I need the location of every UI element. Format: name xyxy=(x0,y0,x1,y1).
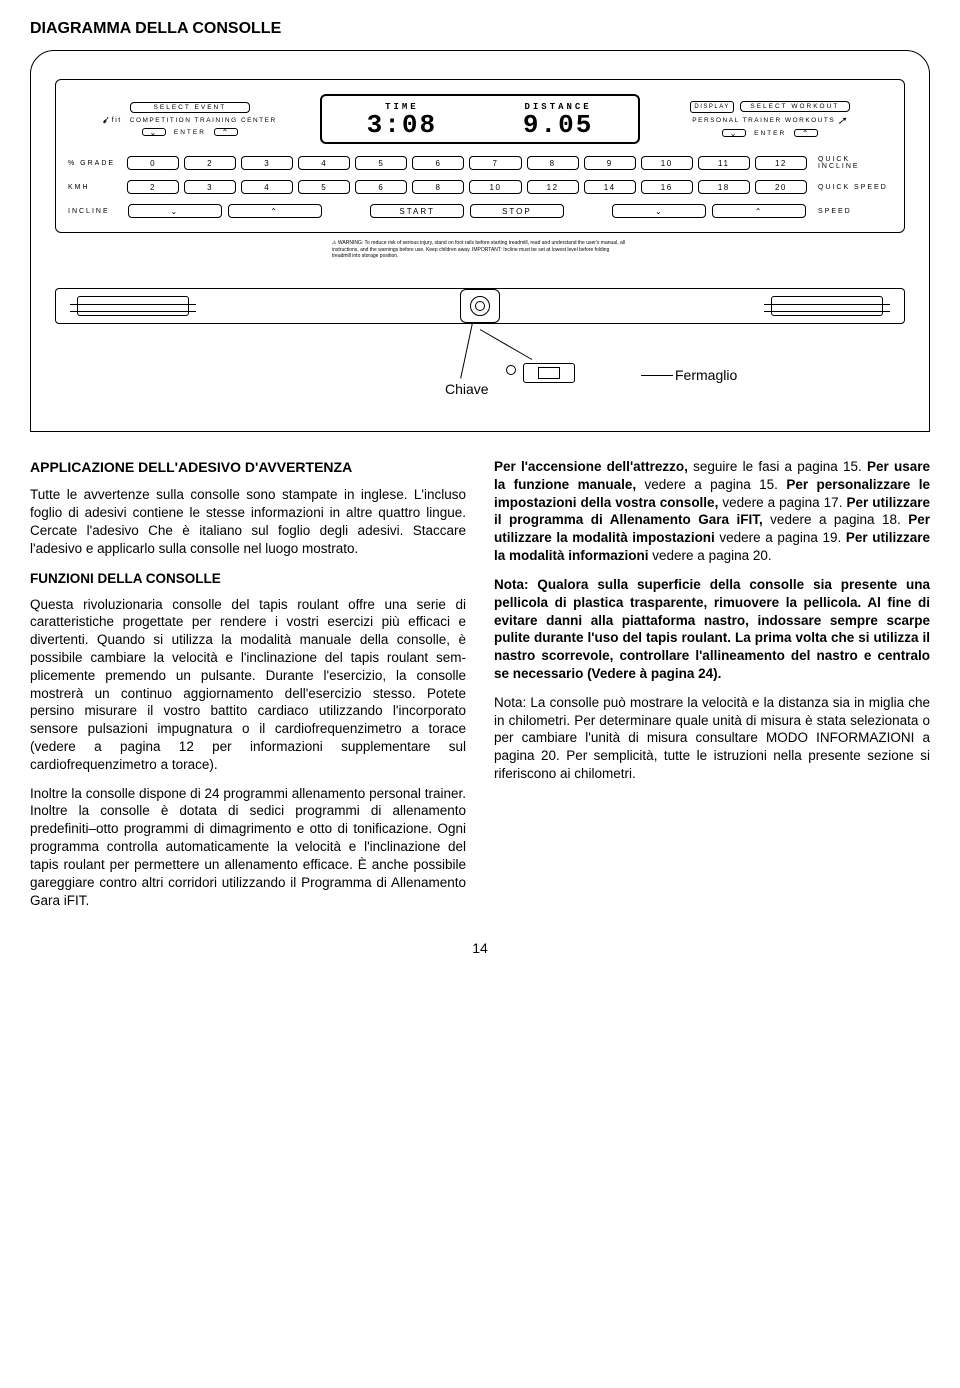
kmh-label: KMH xyxy=(68,184,122,191)
para-usage-refs: Per l'accensione dell'attrezzo, seguire … xyxy=(494,458,930,565)
warning-text: ⚠ WARNING: To reduce risk of serious inj… xyxy=(332,240,625,259)
speed-button[interactable]: 5 xyxy=(298,180,350,194)
para-functions-1: Questa rivoluzionaria consolle del tapis… xyxy=(30,596,466,774)
speed-button[interactable]: 20 xyxy=(755,180,807,194)
grade-button[interactable]: 9 xyxy=(584,156,636,170)
grade-button[interactable]: 5 xyxy=(355,156,407,170)
grade-button[interactable]: 3 xyxy=(241,156,293,170)
console-top-row: SELECT EVENT 𝒾 fit COMPETITION TRAINING … xyxy=(68,94,892,144)
left-enter-label: ENTER xyxy=(174,129,206,136)
speed-down-button[interactable]: ⌄ xyxy=(612,204,706,218)
incline-up-button[interactable]: ⌃ xyxy=(228,204,322,218)
grade-button[interactable]: 11 xyxy=(698,156,750,170)
para-note-units: Nota: La consolle può mostrare la veloci… xyxy=(494,694,930,783)
text-run: seguire le fasi a pagina 15. xyxy=(688,459,867,474)
ifit-logo: 𝒾 fit COMPETITION TRAINING CENTER xyxy=(103,115,277,126)
grade-row: % GRADE 0 2 3 4 5 6 7 8 9 10 11 12 QUICK… xyxy=(68,156,892,170)
grip-left xyxy=(77,296,189,316)
speed-button[interactable]: 4 xyxy=(241,180,293,194)
right-column: Per l'accensione dell'attrezzo, seguire … xyxy=(494,458,930,920)
console-diagram: SELECT EVENT 𝒾 fit COMPETITION TRAINING … xyxy=(30,50,930,432)
speed-button[interactable]: 12 xyxy=(527,180,579,194)
grade-button[interactable]: 7 xyxy=(469,156,521,170)
speed-button[interactable]: 8 xyxy=(412,180,464,194)
text-run: vedere a pagina 17. xyxy=(718,495,846,510)
speed-button[interactable]: 16 xyxy=(641,180,693,194)
grade-button[interactable]: 6 xyxy=(412,156,464,170)
left-enter-row: ⌄ ENTER ⌃ xyxy=(142,128,238,136)
console-panel: SELECT EVENT 𝒾 fit COMPETITION TRAINING … xyxy=(55,79,905,233)
clip-leader-line xyxy=(480,329,532,360)
speed-button[interactable]: 18 xyxy=(698,180,750,194)
ifit-brand: fit xyxy=(112,117,122,124)
text-run: vedere a pagina 18. xyxy=(763,512,909,527)
display-button[interactable]: DISPLAY xyxy=(690,101,733,113)
para-note-film: Nota: Qualora sulla superficie della con… xyxy=(494,576,930,683)
quick-incline-label: QUICK INCLINE xyxy=(812,156,892,170)
quick-speed-label: QUICK SPEED xyxy=(812,184,892,191)
incline-down-button[interactable]: ⌄ xyxy=(128,204,222,218)
clip-ring-icon xyxy=(506,365,516,375)
left-down-button[interactable]: ⌄ xyxy=(142,128,166,136)
distance-value: 9.05 xyxy=(523,112,593,138)
speed-button[interactable]: 2 xyxy=(127,180,179,194)
right-enter-row: ⌄ ENTER ⌃ xyxy=(722,129,818,137)
grade-button[interactable]: 10 xyxy=(641,156,693,170)
grade-button[interactable]: 0 xyxy=(127,156,179,170)
heading-adhesive: APPLICAZIONE DELL'ADESIVO D'AVVERTENZA xyxy=(30,458,466,476)
key-leader-line xyxy=(460,324,473,379)
speed-button[interactable]: 6 xyxy=(355,180,407,194)
stop-button[interactable]: STOP xyxy=(470,204,564,218)
text-run: vedere a pagina 20. xyxy=(649,548,772,563)
control-row: INCLINE ⌄ ⌃ START STOP ⌄ ⌃ SPEED xyxy=(68,204,892,218)
left-controls: SELECT EVENT 𝒾 fit COMPETITION TRAINING … xyxy=(68,102,312,136)
text-run: vedere a pagina 15. xyxy=(636,477,786,492)
body-text: APPLICAZIONE DELL'ADESIVO D'AVVERTENZA T… xyxy=(30,458,930,920)
text-run: vedere a pagina 19. xyxy=(715,530,846,545)
para-functions-2: Inoltre la consolle dispone di 24 progra… xyxy=(30,785,466,910)
page-number: 14 xyxy=(30,940,930,956)
speed-button[interactable]: 3 xyxy=(184,180,236,194)
speed-up-button[interactable]: ⌃ xyxy=(712,204,806,218)
console-lower: ⚠ WARNING: To reduce risk of serious inj… xyxy=(55,233,905,413)
grade-button[interactable]: 4 xyxy=(298,156,350,170)
grade-label: % GRADE xyxy=(68,160,122,167)
trainer-subtitle: PERSONAL TRAINER WORKOUTS xyxy=(692,117,835,124)
left-up-button[interactable]: ⌃ xyxy=(214,128,238,136)
kmh-row: KMH 2 3 4 5 6 8 10 12 14 16 18 20 QUICK … xyxy=(68,180,892,194)
time-value: 3:08 xyxy=(367,112,437,138)
lcd-time: TIME 3:08 xyxy=(367,102,437,138)
right-down-button[interactable]: ⌄ xyxy=(722,129,746,137)
grade-button[interactable]: 12 xyxy=(755,156,807,170)
clip-label-line xyxy=(641,375,673,376)
speed-button[interactable]: 14 xyxy=(584,180,636,194)
key-callout: Chiave xyxy=(445,381,489,397)
grade-button[interactable]: 8 xyxy=(527,156,579,170)
page-title: DIAGRAMMA DELLA CONSOLLE xyxy=(30,20,930,38)
select-workout-button[interactable]: SELECT WORKOUT xyxy=(740,101,850,112)
right-enter-label: ENTER xyxy=(754,130,786,137)
speed-label: SPEED xyxy=(812,208,892,215)
right-controls: DISPLAY SELECT WORKOUT PERSONAL TRAINER … xyxy=(648,101,892,137)
runner-icon: ➚ xyxy=(837,114,848,127)
para-adhesive: Tutte le avvertenze sulla consolle sono … xyxy=(30,486,466,557)
bold-run: Per l'accensione dell'attrezzo, xyxy=(494,459,688,474)
heading-functions: FUNZIONI DELLA CONSOLLE xyxy=(30,570,466,588)
speed-button[interactable]: 10 xyxy=(469,180,521,194)
key-hub xyxy=(460,289,500,323)
lcd-display: TIME 3:08 DISTANCE 9.05 xyxy=(320,94,641,144)
right-up-button[interactable]: ⌃ xyxy=(794,129,818,137)
warning-label: ⚠ WARNING: To reduce risk of serious inj… xyxy=(330,237,630,261)
lcd-distance: DISTANCE 9.05 xyxy=(523,102,593,138)
clip-callout: Fermaglio xyxy=(675,367,737,383)
select-event-button[interactable]: SELECT EVENT xyxy=(130,102,250,113)
start-button[interactable]: START xyxy=(370,204,464,218)
ifit-subtitle: COMPETITION TRAINING CENTER xyxy=(130,117,277,124)
ifit-icon: 𝒾 xyxy=(103,115,108,126)
grade-button[interactable]: 2 xyxy=(184,156,236,170)
left-column: APPLICAZIONE DELL'ADESIVO D'AVVERTENZA T… xyxy=(30,458,466,920)
grip-right xyxy=(771,296,883,316)
incline-label: INCLINE xyxy=(68,208,122,215)
clip-icon xyxy=(523,363,575,383)
